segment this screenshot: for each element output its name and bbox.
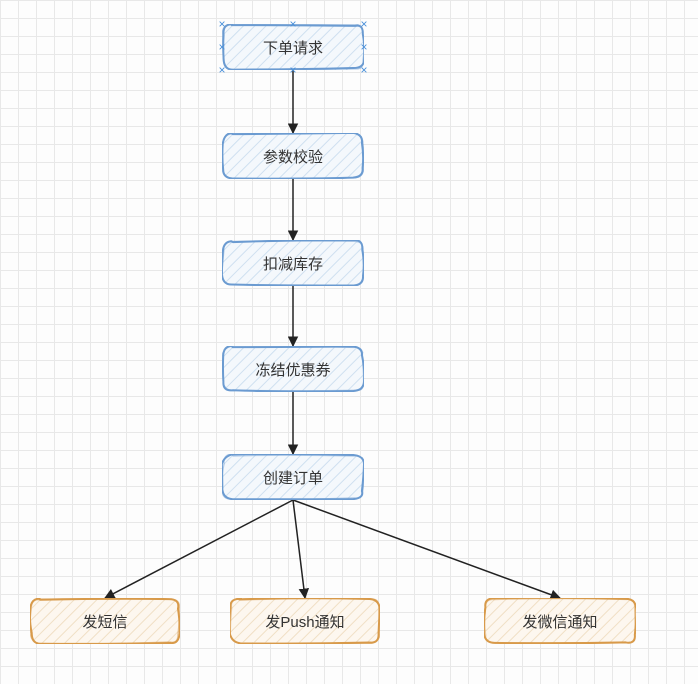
node-label: 下单请求	[263, 37, 323, 58]
node-label: 发短信	[82, 611, 127, 632]
node-label: 冻结优惠券	[255, 359, 330, 380]
node-label: 参数校验	[263, 146, 323, 167]
node-label: 扣减库存	[263, 253, 323, 274]
flowchart-canvas: 下单请求××××××××参数校验扣减库存冻结优惠券创建订单发短信发Push通知发…	[0, 0, 698, 684]
flowchart-node-n3[interactable]: 冻结优惠券	[222, 346, 364, 392]
node-label: 创建订单	[263, 467, 323, 488]
flowchart-node-n1[interactable]: 参数校验	[222, 133, 364, 179]
flowchart-node-n6[interactable]: 发Push通知	[230, 598, 380, 644]
flowchart-node-n2[interactable]: 扣减库存	[222, 240, 364, 286]
flowchart-node-n4[interactable]: 创建订单	[222, 454, 364, 500]
node-label: 发微信通知	[522, 611, 597, 632]
flowchart-node-n5[interactable]: 发短信	[30, 598, 180, 644]
node-label: 发Push通知	[265, 611, 344, 632]
flowchart-node-n7[interactable]: 发微信通知	[484, 598, 636, 644]
flowchart-node-n0[interactable]: 下单请求	[222, 24, 364, 70]
